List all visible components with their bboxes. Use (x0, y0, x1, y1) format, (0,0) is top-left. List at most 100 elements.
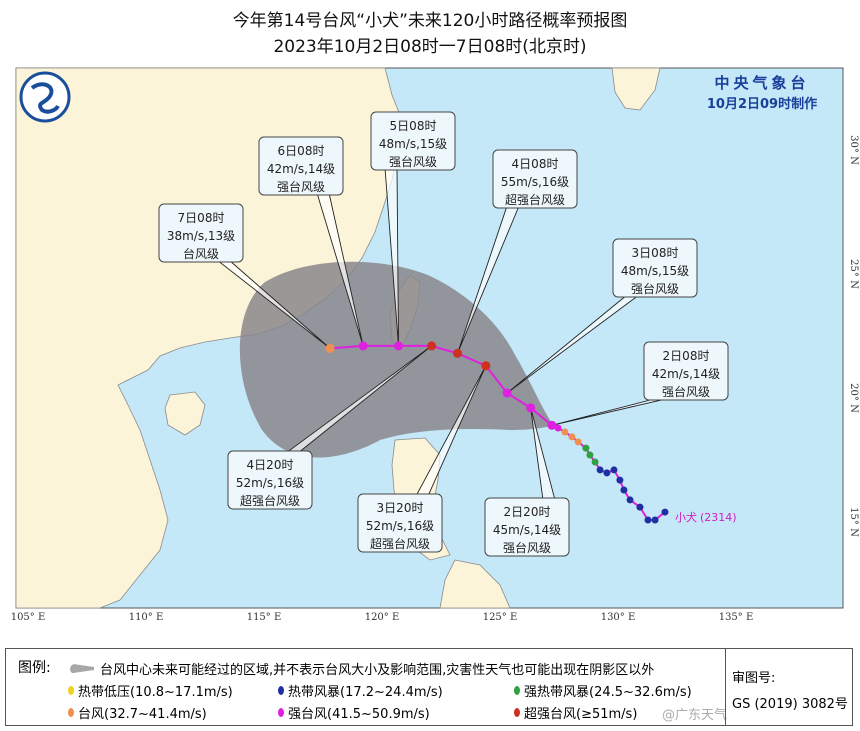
callout-time: 3日08时 (632, 246, 679, 260)
superty-dot-icon (514, 708, 520, 717)
callout-level: 强台风级 (389, 154, 437, 169)
legend-divider (725, 649, 726, 725)
typhoon-track-map: 105° E 110° E 115° E 120° E 125° E 130° E 135°… (11, 67, 859, 623)
lon-label: 120° E (365, 612, 400, 623)
callout-level: 强台风级 (631, 281, 679, 296)
forecast-track-point (526, 403, 536, 413)
past-track-point (636, 503, 644, 511)
callout-time: 6日08时 (278, 144, 325, 158)
forecast-track-point (502, 388, 512, 398)
forecast-track-point (453, 348, 463, 358)
callout-wind: 52m/s,16级 (366, 519, 434, 533)
past-track-point (644, 516, 652, 524)
callout-level: 强台风级 (662, 384, 710, 399)
past-track-point (582, 444, 590, 452)
map-title: 今年第14号台风“小犬”未来120小时路径概率预报图 (232, 11, 628, 31)
td-dot-icon (68, 686, 74, 695)
legend-label: 强台风(41.5~50.9m/s) (288, 707, 430, 722)
issuer-time: 10月2日09时制作 (707, 96, 817, 112)
callout-box (484, 497, 570, 557)
callout-level: 超强台风级 (505, 192, 565, 207)
land-hainan (164, 391, 206, 436)
legend-item-superty: 超强台风(≥51m/s) (514, 703, 637, 722)
forecast-track-point (325, 343, 335, 353)
lon-label: 125° E (483, 612, 518, 623)
legend-label: 超强台风(≥51m/s) (524, 707, 638, 722)
callout-time: 7日08时 (178, 211, 225, 225)
legend-label: 强热带风暴(24.5~32.6m/s) (524, 685, 692, 700)
callout-box (158, 203, 244, 263)
callout-time: 4日20时 (247, 458, 294, 472)
callout-wind: 45m/s,14级 (493, 523, 561, 537)
callout-level: 超强台风级 (240, 493, 300, 508)
watermark: @广东天气 (662, 708, 728, 723)
callout-level: 台风级 (183, 246, 219, 261)
legend-item-sts: 强热带风暴(24.5~32.6m/s) (514, 681, 692, 700)
callout-time: 4日08时 (512, 157, 559, 171)
past-track-point (661, 508, 669, 516)
past-track-point (568, 433, 576, 441)
legend-item-sty: 强台风(41.5~50.9m/s) (278, 703, 430, 722)
lat-label: 25° N (848, 259, 859, 289)
past-track-point (620, 486, 628, 494)
legend-cone: 台风中心未来可能经过的区域,并不表示台风大小及影响范围,灾害性天气也可能出现在阴… (70, 659, 654, 678)
lat-label: 20° N (848, 383, 859, 413)
past-track-point (651, 516, 659, 524)
legend-label: 台风(32.7~41.4m/s) (78, 707, 207, 722)
cone-swatch-icon (70, 663, 94, 674)
storm-name-label: 小犬 (2314) (675, 510, 737, 524)
callout-box (357, 493, 443, 553)
callout-wind: 52m/s,16级 (236, 476, 304, 490)
callout-wind: 38m/s,13级 (167, 229, 235, 243)
lon-label: 105° E (11, 612, 46, 623)
sty-dot-icon (278, 708, 284, 717)
ty-dot-icon (68, 708, 74, 717)
legend-item-ts: 热带风暴(17.2~24.4m/s) (278, 681, 443, 700)
callout-box (370, 111, 456, 171)
lat-label: 30° N (848, 135, 859, 165)
callout-wind: 48m/s,15级 (379, 137, 447, 151)
lon-label: 135° E (719, 612, 754, 623)
legend: 图例: 台风中心未来可能经过的区域,并不表示台风大小及影响范围,灾害性天气也可能… (5, 648, 853, 726)
lon-label: 110° E (129, 612, 164, 623)
legend-item-td: 热带低压(10.8~17.1m/s) (68, 681, 233, 700)
past-track-point (626, 496, 634, 504)
issuer-name: 中央气象台 (714, 74, 809, 92)
legend-heading: 图例: (18, 660, 51, 676)
forecast-track-point (547, 420, 557, 430)
callout-time: 3日20时 (377, 501, 424, 515)
legend-label: 热带低压(10.8~17.1m/s) (78, 685, 233, 700)
ts-dot-icon (278, 686, 284, 695)
callout-time: 2日08时 (663, 349, 710, 363)
storm-code: (2314) (700, 511, 737, 524)
legend-label: 热带风暴(17.2~24.4m/s) (288, 685, 443, 700)
callout-box (612, 238, 698, 298)
lon-label: 130° E (601, 612, 636, 623)
callout-box (492, 149, 578, 209)
forecast-track-point (481, 361, 491, 371)
forecast-track-point (358, 341, 368, 351)
forecast-track-point (427, 341, 437, 351)
past-track-point (591, 458, 599, 466)
land-kyushu (611, 67, 661, 111)
legend-cone-text: 台风中心未来可能经过的区域,并不表示台风大小及影响范围,灾害性天气也可能出现在阴… (100, 663, 655, 678)
callout-level: 超强台风级 (370, 536, 430, 551)
past-track-point (596, 466, 604, 474)
past-track-point (616, 476, 624, 484)
callout-wind: 55m/s,16级 (501, 175, 569, 189)
past-track-point (603, 469, 611, 477)
callout-level: 强台风级 (503, 540, 551, 555)
review-number: GS (2019) 3082号 (732, 697, 848, 712)
past-track-point (561, 428, 569, 436)
past-track-point (610, 466, 618, 474)
callout-time: 5日08时 (390, 119, 437, 133)
map-subtitle: 2023年10月2日08时一7日08时(北京时) (273, 37, 587, 57)
past-track-point (574, 438, 582, 446)
legend-item-ty: 台风(32.7~41.4m/s) (68, 703, 207, 722)
storm-name: 小犬 (675, 510, 697, 524)
